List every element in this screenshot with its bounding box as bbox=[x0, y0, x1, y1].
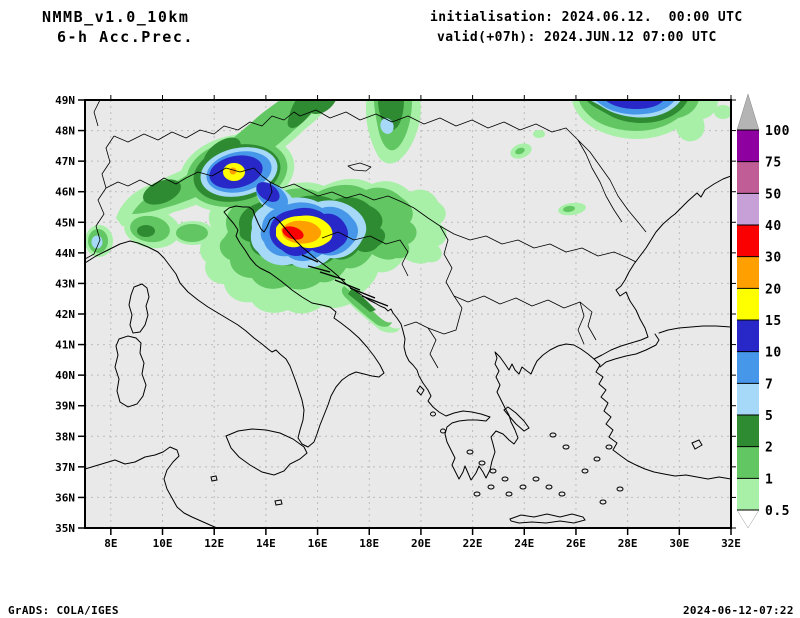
lat-tick-label: 49N bbox=[55, 94, 75, 107]
lat-tick-label: 40N bbox=[55, 369, 75, 382]
colorbar-label: 0.5 bbox=[765, 504, 790, 519]
lat-tick-label: 39N bbox=[55, 400, 75, 413]
lon-tick-label: 30E bbox=[669, 537, 689, 550]
colorbar-label: 40 bbox=[765, 219, 782, 234]
colorbar-label: 20 bbox=[765, 282, 782, 297]
creation-stamp: 2024-06-12-07:22 bbox=[683, 604, 794, 617]
colorbar-segment bbox=[737, 351, 759, 384]
colorbar-segment bbox=[737, 225, 759, 257]
colorbar-segment bbox=[737, 193, 759, 225]
colorbar-segment bbox=[737, 161, 759, 194]
lon-tick-label: 16E bbox=[308, 537, 328, 550]
coastlines bbox=[85, 175, 731, 528]
lon-tick-label: 24E bbox=[514, 537, 534, 550]
dalmatian-island-slivers bbox=[301, 254, 389, 307]
colorbar-label: 30 bbox=[765, 251, 782, 266]
lat-tick-label: 41N bbox=[55, 339, 75, 352]
colorbar-label: 2 bbox=[765, 441, 773, 456]
lon-tick-label: 8E bbox=[104, 537, 117, 550]
precipitation-layers bbox=[85, 100, 731, 333]
init-time: initialisation: 2024.06.12. 00:00 UTC bbox=[430, 10, 743, 25]
colorbar-label: 75 bbox=[765, 156, 782, 171]
lat-tick-label: 36N bbox=[55, 491, 75, 504]
product-title: 6-h Acc.Prec. bbox=[57, 28, 194, 46]
valid-time: valid(+07h): 2024.JUN.12 07:00 UTC bbox=[437, 30, 717, 45]
lat-tick-label: 42N bbox=[55, 308, 75, 321]
aegean-islands bbox=[430, 411, 624, 505]
map-frame bbox=[84, 99, 732, 529]
colorbar-label: 7 bbox=[765, 377, 773, 392]
grads-credit: GrADS: COLA/IGES bbox=[8, 604, 119, 617]
lon-tick-label: 18E bbox=[359, 537, 379, 550]
lat-tick-label: 44N bbox=[55, 247, 75, 260]
lon-tick-label: 10E bbox=[153, 537, 173, 550]
lat-tick-label: 48N bbox=[55, 125, 75, 138]
lat-tick-label: 47N bbox=[55, 155, 75, 168]
lon-tick-label: 14E bbox=[256, 537, 276, 550]
lat-tick-label: 35N bbox=[55, 522, 75, 535]
country-borders bbox=[85, 100, 647, 369]
colorbar-over-arrow bbox=[736, 93, 760, 131]
lat-tick-label: 37N bbox=[55, 461, 75, 474]
lat-tick-label: 45N bbox=[55, 216, 75, 229]
colorbar-segment bbox=[737, 446, 759, 479]
colorbar-label: 5 bbox=[765, 409, 773, 424]
axis-ticks bbox=[78, 95, 736, 535]
islands bbox=[114, 254, 703, 524]
lon-tick-label: 20E bbox=[411, 537, 431, 550]
axis-labels: 8E 10E 12E 14E 16E 18E 20E 22E 24E 26E 28E 30E 32E 49… bbox=[55, 94, 741, 550]
model-title: NMMB_v1.0_10km bbox=[42, 8, 190, 26]
lat-tick-label: 46N bbox=[55, 186, 75, 199]
precip-level-30 bbox=[282, 226, 304, 240]
colorbar-label: 100 bbox=[765, 124, 790, 139]
colorbar-segment bbox=[737, 320, 759, 352]
colorbar-segment bbox=[737, 256, 759, 289]
lon-tick-label: 26E bbox=[566, 537, 586, 550]
colorbar-label: 10 bbox=[765, 346, 782, 361]
lon-tick-label: 12E bbox=[204, 537, 224, 550]
lat-tick-label: 38N bbox=[55, 430, 75, 443]
colorbar-segment bbox=[737, 130, 759, 162]
colorbar-label: 50 bbox=[765, 187, 782, 202]
colorbar-label: 1 bbox=[765, 472, 773, 487]
lat-tick-label: 43N bbox=[55, 277, 75, 290]
lon-tick-label: 22E bbox=[463, 537, 483, 550]
colorbar-segment bbox=[737, 288, 759, 320]
colorbar-segment bbox=[737, 415, 759, 447]
colorbar-label: 15 bbox=[765, 314, 782, 329]
colorbar-under-arrow bbox=[736, 509, 760, 529]
colorbar-segment bbox=[737, 383, 759, 415]
lon-tick-label: 32E bbox=[721, 537, 741, 550]
colorbar-segment bbox=[737, 478, 759, 510]
lon-tick-label: 28E bbox=[618, 537, 638, 550]
